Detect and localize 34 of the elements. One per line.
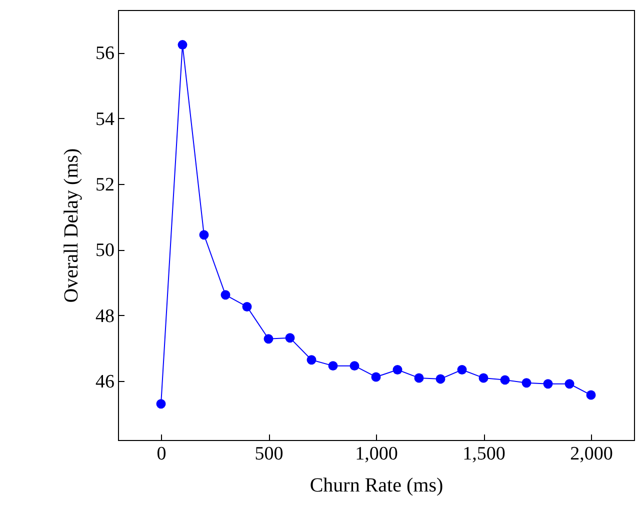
y-axis-title: Overall Delay (ms) bbox=[60, 148, 82, 303]
point bbox=[478, 373, 488, 383]
y-tick-label: 56 bbox=[96, 43, 114, 64]
x-tick-label: 2,000 bbox=[570, 444, 613, 464]
point bbox=[285, 333, 295, 343]
point bbox=[371, 372, 381, 382]
x-axis-title: Churn Rate (ms) bbox=[310, 474, 444, 496]
y-tick-label: 52 bbox=[96, 174, 114, 196]
point bbox=[586, 390, 596, 400]
point bbox=[392, 365, 402, 374]
point bbox=[564, 379, 574, 389]
point bbox=[328, 361, 338, 371]
x-tick-label: 500 bbox=[254, 444, 284, 464]
point bbox=[436, 374, 446, 384]
point bbox=[220, 290, 230, 300]
y-tick-label: 54 bbox=[96, 108, 115, 130]
point bbox=[242, 302, 252, 312]
point bbox=[543, 379, 553, 389]
point bbox=[414, 373, 424, 383]
x-tick-label: 1,000 bbox=[355, 444, 398, 464]
point bbox=[457, 365, 467, 374]
point bbox=[500, 375, 510, 385]
point bbox=[199, 230, 209, 240]
x-tick-label: 0 bbox=[156, 444, 166, 464]
point bbox=[156, 399, 166, 409]
point bbox=[264, 334, 274, 344]
point bbox=[178, 40, 188, 50]
point bbox=[350, 361, 360, 371]
y-tick-label: 50 bbox=[96, 240, 114, 262]
y-tick-label: 46 bbox=[96, 371, 114, 392]
y-tick-label: 48 bbox=[96, 306, 114, 327]
x-tick-label: 1,500 bbox=[462, 444, 506, 464]
point bbox=[522, 378, 532, 388]
point bbox=[306, 355, 316, 365]
